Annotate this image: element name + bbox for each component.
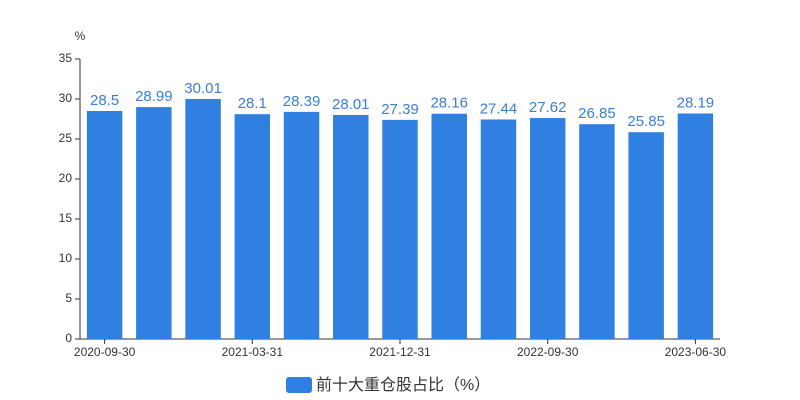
bar xyxy=(283,111,320,339)
y-tick-label: 25 xyxy=(59,131,73,145)
bar xyxy=(333,114,369,339)
unit-label: % xyxy=(75,29,86,43)
x-tick-label: 2021-03-31 xyxy=(222,345,284,359)
legend-label: 前十大重仓股占比（%） xyxy=(316,376,490,394)
value-label: 28.1 xyxy=(238,95,267,112)
y-tick-label: 15 xyxy=(59,211,73,225)
x-tick-label: 2023-06-30 xyxy=(665,345,727,359)
y-tick-label: 20 xyxy=(59,171,73,185)
value-label: 28.16 xyxy=(430,95,468,112)
bar xyxy=(480,119,517,339)
value-label: 28.19 xyxy=(677,94,715,111)
y-tick-label: 5 xyxy=(65,291,72,305)
value-label: 26.85 xyxy=(578,105,616,122)
y-tick-label: 0 xyxy=(65,331,72,345)
bar xyxy=(529,118,566,339)
y-tick-label: 30 xyxy=(59,91,73,105)
legend-swatch xyxy=(286,377,312,393)
legend: 前十大重仓股占比（%） xyxy=(286,376,490,394)
value-label: 28.39 xyxy=(283,93,321,110)
y-tick-label: 10 xyxy=(59,251,73,265)
bar xyxy=(136,107,172,339)
x-tick-label: 2020-09-30 xyxy=(74,345,136,359)
value-label: 25.85 xyxy=(627,113,665,130)
value-label: 30.01 xyxy=(184,80,222,97)
bar xyxy=(234,114,271,339)
value-label: 27.44 xyxy=(480,100,518,117)
bar xyxy=(628,132,664,339)
value-label: 28.5 xyxy=(90,92,119,109)
bar xyxy=(382,119,418,339)
bar xyxy=(185,98,221,339)
value-label: 28.01 xyxy=(332,96,370,113)
bar xyxy=(431,113,467,339)
x-tick-label: 2022-09-30 xyxy=(517,345,579,359)
value-label: 27.39 xyxy=(381,101,419,118)
value-label: 28.99 xyxy=(135,88,173,105)
bar xyxy=(677,113,714,339)
bar xyxy=(86,111,123,339)
bar xyxy=(579,124,615,339)
value-label: 27.62 xyxy=(529,99,567,116)
x-tick-label: 2021-12-31 xyxy=(369,345,431,359)
y-tick-label: 35 xyxy=(59,51,73,65)
